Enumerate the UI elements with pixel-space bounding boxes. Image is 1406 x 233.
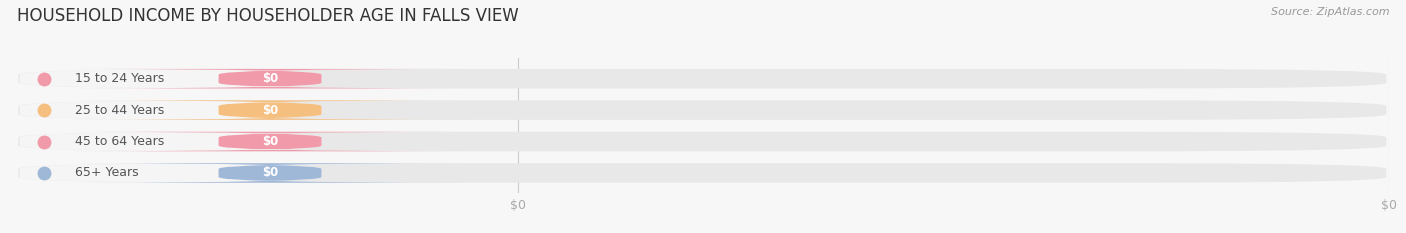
Text: $0: $0 xyxy=(262,104,278,116)
Text: $0: $0 xyxy=(262,166,278,179)
FancyBboxPatch shape xyxy=(18,163,1386,183)
Text: 25 to 44 Years: 25 to 44 Years xyxy=(75,104,163,116)
FancyBboxPatch shape xyxy=(20,132,322,151)
FancyBboxPatch shape xyxy=(18,132,1386,151)
FancyBboxPatch shape xyxy=(18,69,1386,88)
FancyBboxPatch shape xyxy=(20,69,322,88)
Text: Source: ZipAtlas.com: Source: ZipAtlas.com xyxy=(1271,7,1389,17)
FancyBboxPatch shape xyxy=(20,100,322,120)
Text: $0: $0 xyxy=(262,72,278,85)
Text: HOUSEHOLD INCOME BY HOUSEHOLDER AGE IN FALLS VIEW: HOUSEHOLD INCOME BY HOUSEHOLDER AGE IN F… xyxy=(17,7,519,25)
FancyBboxPatch shape xyxy=(20,163,322,183)
FancyBboxPatch shape xyxy=(75,163,465,183)
FancyBboxPatch shape xyxy=(75,132,465,151)
Text: $0: $0 xyxy=(262,135,278,148)
Text: 45 to 64 Years: 45 to 64 Years xyxy=(75,135,163,148)
FancyBboxPatch shape xyxy=(75,100,465,120)
FancyBboxPatch shape xyxy=(75,69,465,88)
Text: 65+ Years: 65+ Years xyxy=(75,166,138,179)
FancyBboxPatch shape xyxy=(18,100,1386,120)
Text: 15 to 24 Years: 15 to 24 Years xyxy=(75,72,163,85)
